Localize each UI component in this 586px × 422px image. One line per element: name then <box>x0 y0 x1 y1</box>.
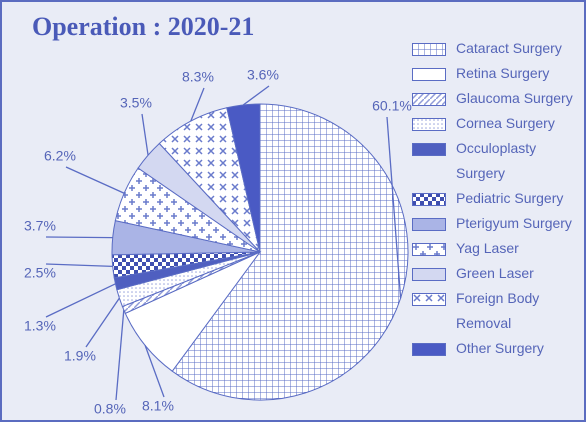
data-label: 3.6% <box>247 67 279 83</box>
legend-label: Occuloplasty Surgery <box>456 140 537 181</box>
legend: Cataract Surgery Retina Surgery Glaucoma S… <box>412 36 584 361</box>
data-label: 60.1% <box>372 98 412 114</box>
legend-swatch <box>412 268 446 281</box>
legend-swatch-fill <box>412 43 446 56</box>
data-label: 2.5% <box>24 265 56 281</box>
leader-line <box>242 85 270 106</box>
legend-swatch <box>412 293 446 306</box>
leader-line <box>144 345 165 398</box>
data-label: 3.7% <box>24 218 56 234</box>
legend-swatch-fill <box>412 118 446 131</box>
legend-item: Pediatric Surgery <box>412 186 584 211</box>
leader-line <box>65 166 125 194</box>
legend-swatch <box>412 218 446 231</box>
leader-line <box>190 87 205 122</box>
legend-label: Pediatric Surgery <box>456 190 564 206</box>
legend-swatch <box>412 43 446 56</box>
legend-item: Foreign Body Removal <box>412 286 584 336</box>
legend-swatch <box>412 343 446 356</box>
legend-swatch-fill <box>412 243 446 256</box>
legend-label: Other Surgery <box>456 340 544 356</box>
leader-line <box>141 113 149 156</box>
legend-label: Foreign Body Removal <box>456 290 540 331</box>
data-label: 1.9% <box>64 348 96 364</box>
legend-swatch-fill <box>412 68 446 81</box>
legend-swatch-fill <box>412 268 446 281</box>
data-label: 1.3% <box>24 318 56 334</box>
legend-label: Retina Surgery <box>456 65 550 81</box>
legend-label: Pterigyum Surgery <box>456 215 572 231</box>
legend-item: Cataract Surgery <box>412 36 584 61</box>
legend-swatch <box>412 93 446 106</box>
legend-swatch-fill <box>412 143 446 156</box>
leader-line <box>386 116 402 299</box>
legend-item: Other Surgery <box>412 336 584 361</box>
legend-swatch <box>412 118 446 131</box>
legend-swatch-fill <box>412 193 446 206</box>
legend-item: Occuloplasty Surgery <box>412 136 584 186</box>
data-label: 6.2% <box>44 148 76 164</box>
legend-item: Pterigyum Surgery <box>412 211 584 236</box>
legend-item: Yag Laser <box>412 236 584 261</box>
data-label: 8.1% <box>142 398 174 414</box>
legend-label: Green Laser <box>456 265 534 281</box>
legend-label: Yag Laser <box>456 240 519 256</box>
leader-line <box>45 236 113 239</box>
data-label: 3.5% <box>120 95 152 111</box>
data-label: 8.3% <box>182 69 214 85</box>
legend-item: Cornea Surgery <box>412 111 584 136</box>
legend-swatch-fill <box>412 93 446 106</box>
leader-line <box>45 263 113 268</box>
legend-swatch <box>412 143 446 156</box>
legend-swatch-fill <box>412 218 446 231</box>
legend-item: Retina Surgery <box>412 61 584 86</box>
legend-swatch <box>412 243 446 256</box>
data-label: 0.8% <box>94 401 126 417</box>
legend-swatch-fill <box>412 293 446 306</box>
legend-swatch <box>412 68 446 81</box>
legend-swatch-fill <box>412 343 446 356</box>
legend-label: Cornea Surgery <box>456 115 555 131</box>
leader-line <box>115 309 125 401</box>
legend-swatch <box>412 193 446 206</box>
legend-item: Glaucoma Surgery <box>412 86 584 111</box>
leader-line <box>85 297 120 348</box>
legend-label: Cataract Surgery <box>456 40 562 56</box>
chart-title: Operation : 2020-21 <box>32 12 255 41</box>
legend-item: Green Laser <box>412 261 584 286</box>
legend-label: Glaucoma Surgery <box>456 90 573 106</box>
leader-line <box>45 283 116 318</box>
